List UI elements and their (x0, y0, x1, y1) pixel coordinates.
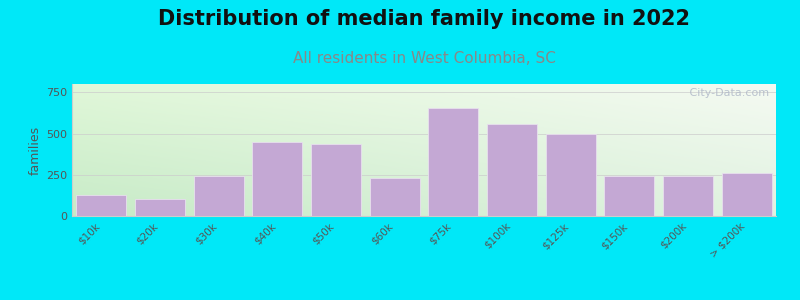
Bar (722, 173, 771, 216)
Bar (77, 194, 126, 216)
Text: All residents in West Columbia, SC: All residents in West Columbia, SC (293, 51, 555, 66)
Bar (253, 142, 302, 216)
Bar (663, 176, 713, 216)
Bar (605, 176, 654, 216)
Text: Distribution of median family income in 2022: Distribution of median family income in … (158, 9, 690, 29)
Bar (135, 199, 185, 216)
Bar (370, 178, 419, 216)
Bar (487, 124, 537, 216)
Bar (429, 108, 478, 216)
Bar (194, 176, 243, 216)
Text: City-Data.com: City-Data.com (686, 88, 769, 98)
Bar (546, 134, 595, 216)
Bar (311, 144, 361, 216)
Y-axis label: families: families (29, 125, 42, 175)
